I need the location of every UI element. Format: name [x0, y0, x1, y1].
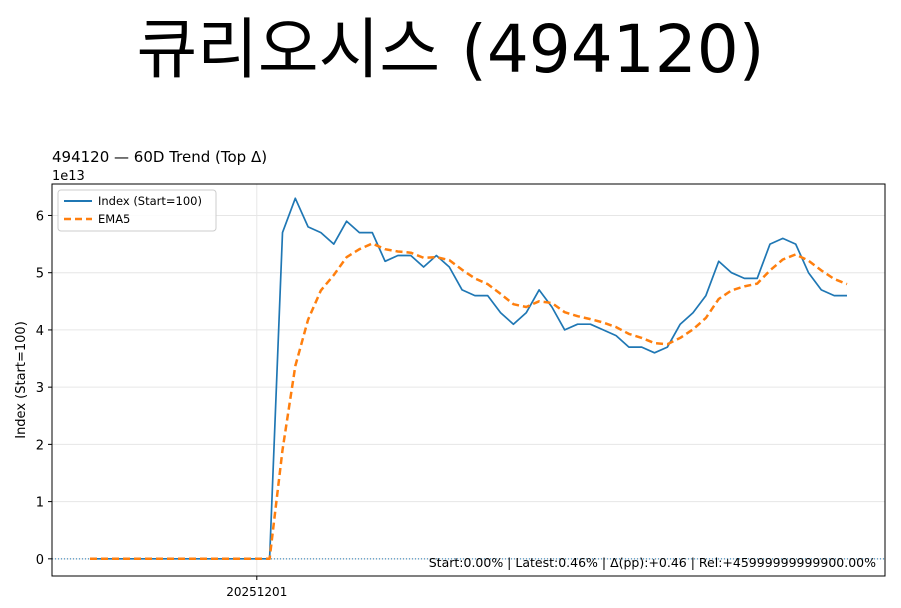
legend-label-index: Index (Start=100) — [98, 194, 202, 208]
series-layer — [90, 197, 848, 561]
y-tick-label: 4 — [36, 324, 44, 339]
y-tick-label: 6 — [36, 209, 44, 224]
x-tick-label: 20251201 — [226, 585, 287, 599]
legend-box — [57, 189, 217, 232]
stats-annotation: Start:0.00% | Latest:0.46% | Δ(pp):+0.46… — [429, 555, 876, 570]
legend-label-ema5: EMA5 — [98, 212, 130, 226]
y-axis-label: Index (Start=100) — [14, 321, 29, 439]
y-tick-label: 1 — [36, 496, 44, 511]
y-tick-label: 2 — [36, 438, 44, 453]
chart-title: 494120 — 60D Trend (Top Δ) — [52, 148, 267, 166]
legend: Index (Start=100) EMA5 — [57, 189, 217, 232]
y-axis-ticks: 0 1 2 3 4 5 6 — [36, 209, 52, 568]
y-tick-label: 0 — [36, 553, 44, 568]
series-line-ema5 — [90, 242, 848, 561]
series-line-index — [90, 197, 847, 560]
y-offset-label: 1e13 — [52, 169, 85, 184]
x-axis-ticks: 20251201 — [226, 576, 287, 599]
page-title: 큐리오시스 (494120) — [136, 11, 765, 88]
y-tick-label: 3 — [36, 381, 44, 396]
grid-layer — [52, 184, 885, 576]
plot-frame — [51, 183, 886, 577]
y-tick-label: 5 — [36, 267, 44, 282]
